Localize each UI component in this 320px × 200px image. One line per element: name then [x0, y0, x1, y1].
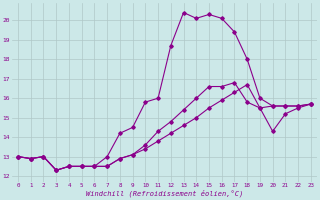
X-axis label: Windchill (Refroidissement éolien,°C): Windchill (Refroidissement éolien,°C)	[86, 190, 243, 197]
